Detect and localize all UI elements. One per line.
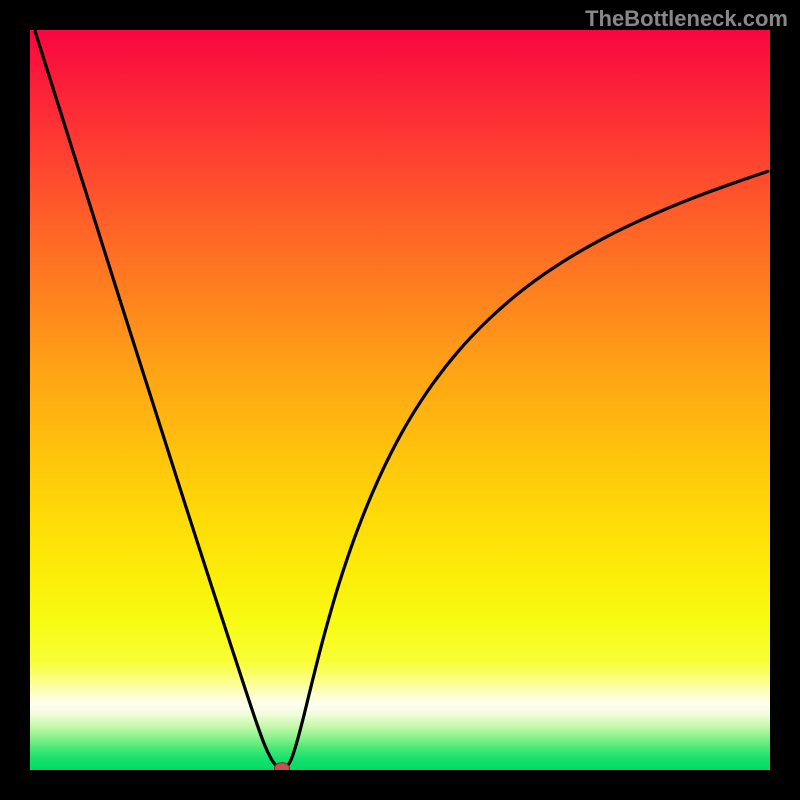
- chart-root: TheBottleneck.com: [0, 0, 800, 800]
- min-marker: [274, 763, 289, 770]
- gradient-background: [30, 30, 770, 770]
- watermark-label: TheBottleneck.com: [585, 6, 788, 32]
- plot-area: [30, 30, 770, 770]
- plot-svg: [30, 30, 770, 770]
